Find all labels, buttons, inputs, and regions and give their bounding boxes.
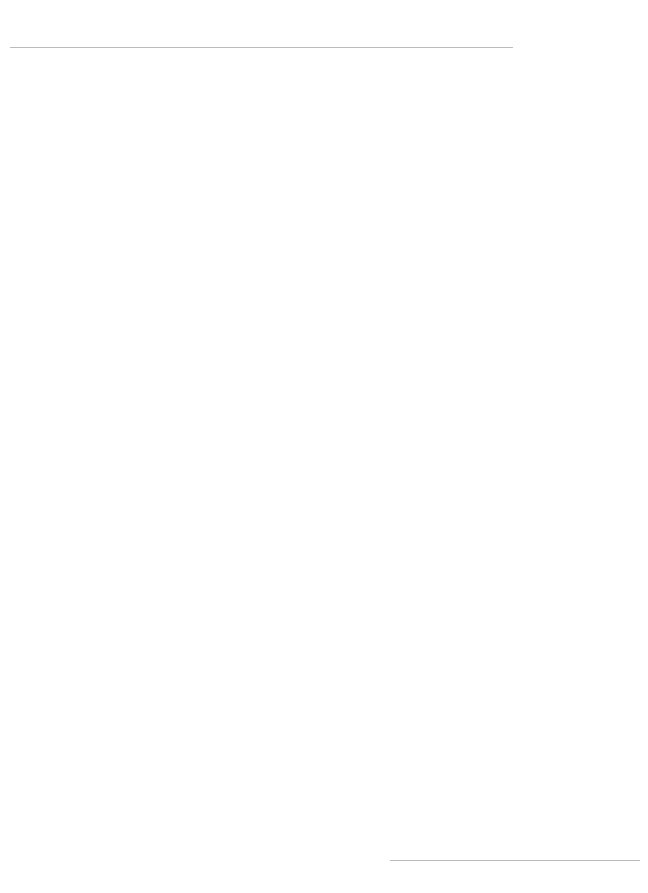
source-divider	[390, 860, 640, 861]
title-divider	[10, 47, 513, 48]
